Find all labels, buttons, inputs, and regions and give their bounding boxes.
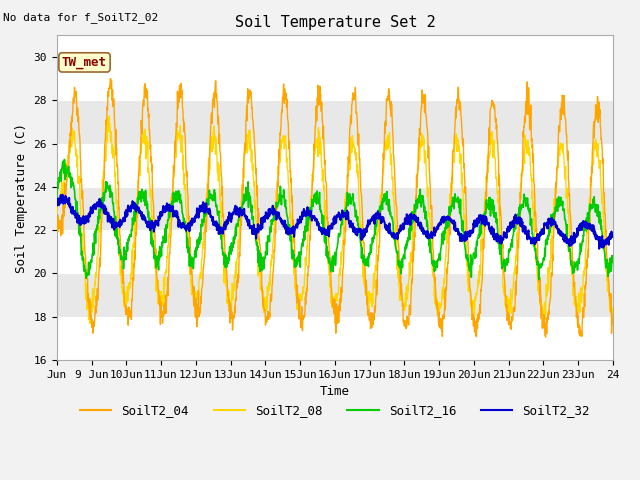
Bar [57, 57, 613, 100]
Y-axis label: Soil Temperature (C): Soil Temperature (C) [15, 123, 28, 273]
Bar [57, 100, 613, 144]
Bar [57, 274, 613, 317]
Bar [57, 317, 613, 360]
Bar [57, 187, 613, 230]
Bar [57, 230, 613, 274]
X-axis label: Time: Time [320, 385, 350, 398]
Text: No data for f_SoilT2_02: No data for f_SoilT2_02 [3, 12, 159, 23]
Bar [57, 36, 613, 57]
Text: TW_met: TW_met [62, 56, 107, 69]
Title: Soil Temperature Set 2: Soil Temperature Set 2 [234, 15, 435, 30]
Bar [57, 144, 613, 187]
Legend: SoilT2_04, SoilT2_08, SoilT2_16, SoilT2_32: SoilT2_04, SoilT2_08, SoilT2_16, SoilT2_… [75, 399, 595, 422]
